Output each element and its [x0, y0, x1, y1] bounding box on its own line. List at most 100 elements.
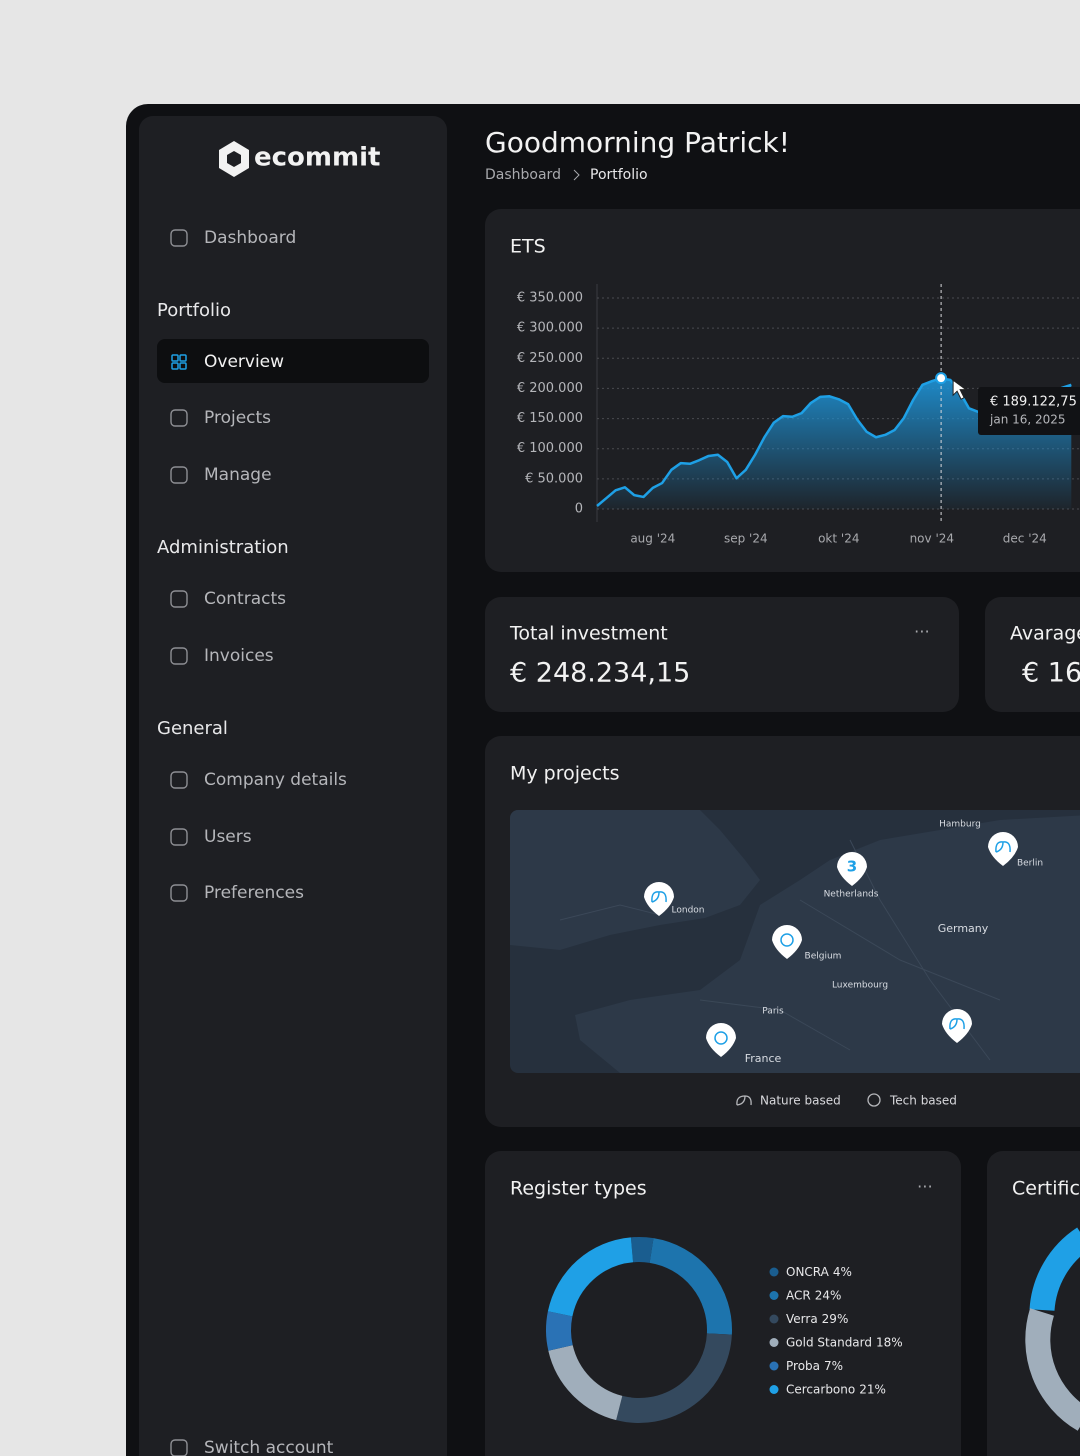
nav-icon — [171, 362, 179, 370]
breadcrumb-current: Portfolio — [590, 167, 648, 183]
cluster-count: 3 — [847, 858, 857, 876]
donut-chart: ONCRA 4% ACR 24% Verra 29% Gold Standard 18% Pro… — [546, 1237, 903, 1423]
chart-title: Register types — [510, 1178, 647, 1200]
y-tick-label: € 250.000 — [517, 351, 583, 366]
nav-item[interactable]: Contracts — [204, 589, 286, 609]
line-chart: 0 € 50.000 € 100.000 € 150.000 € 200.000 € 25… — [517, 284, 1080, 546]
legend-value: 29% — [822, 1312, 849, 1326]
logo: ecommit — [219, 141, 380, 177]
map-pin[interactable] — [772, 925, 802, 959]
card-title: Avarage — [1010, 623, 1080, 645]
legend-entry: Verra 29% — [786, 1312, 848, 1326]
legend-value: 24% — [815, 1288, 842, 1302]
nav-icon — [170, 229, 188, 247]
map-pin[interactable] — [644, 882, 674, 916]
legend-entry: ACR 24% — [786, 1288, 841, 1302]
map-legend: Nature based — [760, 1094, 841, 1108]
legend-icon — [867, 1093, 881, 1107]
x-tick-label: nov '24 — [910, 532, 954, 546]
pin-icon — [949, 1018, 965, 1030]
nav-icon — [170, 409, 188, 427]
legend-entry: Proba 7% — [786, 1359, 843, 1373]
pin-icon — [780, 933, 794, 947]
map-title: My projects — [510, 763, 620, 785]
pin-icon — [714, 1031, 728, 1045]
nav-item[interactable]: Users — [204, 827, 252, 847]
map-label: Netherlands — [824, 890, 879, 900]
donut-decoration — [1025, 1308, 1080, 1431]
x-tick-label: sep '24 — [724, 532, 768, 546]
page-title: Goodmorning Patrick! — [485, 126, 790, 159]
donut-segment — [548, 1344, 623, 1421]
more-button[interactable]: ⋯ — [914, 622, 930, 641]
map-pin[interactable] — [706, 1023, 736, 1057]
map-pin[interactable] — [988, 832, 1018, 866]
nav-item[interactable]: Dashboard — [204, 228, 296, 248]
nav-item[interactable]: Company details — [204, 770, 347, 790]
nav-item[interactable]: Invoices — [204, 646, 274, 666]
map-legend: Tech based — [889, 1094, 957, 1108]
cursor — [952, 379, 968, 400]
nav-icon — [170, 466, 188, 484]
nav-icon — [170, 647, 188, 665]
nav-item[interactable]: Preferences — [204, 883, 304, 903]
breadcrumb[interactable]: Dashboard — [485, 167, 561, 183]
more-button[interactable]: ⋯ — [917, 1177, 933, 1196]
nav-item[interactable]: Manage — [204, 465, 272, 485]
nav-icon — [179, 362, 187, 370]
legend-label: Verra — [786, 1312, 818, 1326]
legend-entry: Gold Standard 18% — [786, 1335, 903, 1349]
y-tick-label: 0 — [575, 502, 583, 517]
donut-decoration — [1029, 1227, 1080, 1312]
map-pin[interactable] — [942, 1009, 972, 1043]
nav-icon — [170, 771, 188, 789]
nav-icon — [171, 354, 179, 362]
active-item — [157, 339, 429, 383]
map-label: Luxembourg — [832, 981, 888, 991]
map-label: Paris — [762, 1007, 784, 1017]
pin-icon — [651, 891, 667, 903]
nav-item[interactable]: Projects — [204, 408, 271, 428]
nav-icon — [170, 884, 188, 902]
panel-title: Certific — [1012, 1178, 1080, 1200]
donut-segment — [630, 1237, 654, 1263]
highlight-point — [935, 372, 948, 385]
section-title: Administration — [157, 537, 289, 558]
map-label: France — [745, 1052, 782, 1065]
map-overlay: London Netherlands Belgium Germany France Par… — [644, 820, 1043, 1108]
legend-value: 21% — [859, 1382, 886, 1396]
card — [485, 597, 959, 712]
legend-label: ONCRA — [786, 1265, 830, 1279]
map-label: Berlin — [1017, 859, 1043, 869]
legend-value: 4% — [833, 1265, 852, 1279]
tooltip-date: jan 16, 2025 — [989, 413, 1066, 427]
legend-label: Proba — [786, 1359, 820, 1373]
donut-segment — [546, 1311, 573, 1351]
breadcrumb-separator — [573, 169, 580, 181]
legend-entry: Cercarbono 21% — [786, 1382, 886, 1396]
legend-swatch — [769, 1338, 779, 1347]
section-title: Portfolio — [157, 300, 231, 321]
x-tick-label: dec '24 — [1003, 532, 1047, 546]
pin-icon — [995, 841, 1011, 853]
legend-swatch — [769, 1267, 779, 1277]
legend-entry: ONCRA 4% — [786, 1265, 852, 1279]
y-tick-label: € 300.000 — [517, 321, 583, 336]
card-value: € 16 — [1022, 658, 1080, 689]
legend-swatch — [769, 1291, 779, 1300]
y-tick-label: € 200.000 — [517, 381, 583, 396]
navigation: Dashboard Portfolio Overview Projects Manage… — [157, 228, 347, 1456]
tooltip — [978, 387, 1080, 435]
x-tick-label: aug '24 — [630, 532, 675, 546]
map-label: Germany — [938, 922, 989, 935]
map-pin[interactable] — [837, 852, 867, 886]
legend-swatch — [769, 1385, 779, 1394]
donut-segment — [547, 1237, 634, 1317]
nav-item[interactable]: Overview — [204, 352, 284, 372]
nav-icon — [179, 354, 187, 362]
y-tick-label: € 150.000 — [517, 411, 583, 426]
map-label: Belgium — [805, 952, 842, 962]
nav-item[interactable]: Switch account — [204, 1438, 334, 1456]
